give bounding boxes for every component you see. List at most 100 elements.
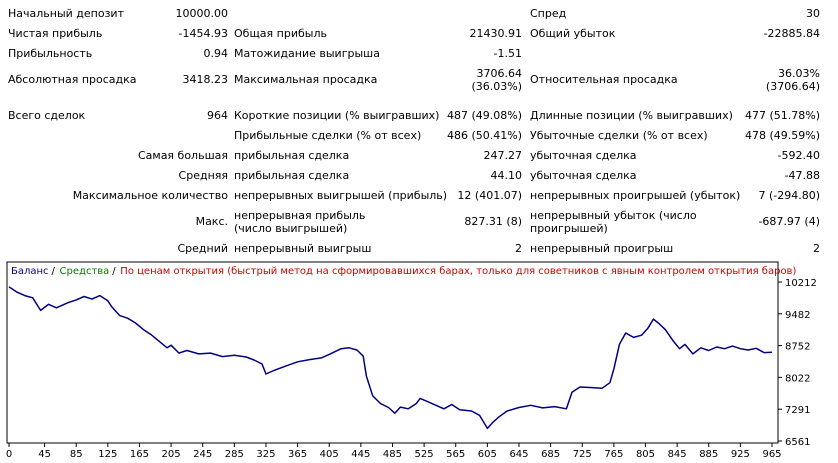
absolute-drawdown-value: 3418.23 — [182, 73, 229, 86]
x-tick-label: 485 — [383, 449, 402, 460]
max-consecutive-profit-value: 827.31 (8) — [464, 215, 522, 228]
x-tick-label: 805 — [636, 449, 655, 460]
balance-chart: Баланс / Средства / По ценам открытия (быстр… — [6, 261, 817, 460]
maximal-drawdown-percent: (36.03%) — [471, 80, 522, 93]
loss-trades-label: Убыточные сделки (% от всех) — [530, 129, 708, 142]
gross-profit-label: Общая прибыль — [234, 27, 327, 40]
long-positions-value: 477 (51.78%) — [744, 109, 820, 122]
loss-trades-value: 478 (49.59%) — [744, 129, 820, 142]
maximal-drawdown-value: 3706.64 — [476, 67, 523, 80]
absolute-drawdown-label: Абсолютная просадка — [8, 73, 137, 86]
max-consecutive-wins-label: непрерывных выигрышей (прибыль) — [234, 189, 448, 202]
max-consecutive-losses-value: 7 (-294.80) — [758, 189, 820, 202]
max-consecutive-amount-label: Макс. — [195, 215, 228, 228]
average-label: Средняя — [178, 169, 228, 182]
x-tick-label: 645 — [509, 449, 528, 460]
largest-loss-value: -592.40 — [777, 149, 820, 162]
chart-plot-area — [6, 261, 779, 444]
x-tick-label: 685 — [541, 449, 560, 460]
expected-payoff-label: Матожидание выигрыша — [234, 47, 380, 60]
profit-trades-label: Прибыльные сделки (% от всех) — [234, 129, 422, 142]
y-tick-label: 8752 — [785, 342, 810, 353]
x-tick-label: 885 — [699, 449, 718, 460]
largest-profit-label: прибыльная сделка — [234, 149, 350, 162]
spread-value: 30 — [806, 7, 820, 20]
legend-separator: / — [112, 266, 116, 277]
x-tick-label: 525 — [415, 449, 434, 460]
largest-profit-value: 247.27 — [483, 149, 523, 162]
average-profit-label: прибыльная сделка — [234, 169, 350, 182]
legend-item: Средства — [60, 266, 110, 277]
x-tick-label: 245 — [193, 449, 212, 460]
avg-consecutive-label: Средний — [177, 242, 228, 255]
x-tick-label: 445 — [351, 449, 370, 460]
profit-trades-value: 486 (50.41%) — [446, 129, 522, 142]
max-consecutive-profit-label: непрерывная прибыль (число выигрышей) — [234, 209, 366, 235]
max-consecutive-label: Максимальное количество — [72, 189, 228, 202]
max-consecutive-loss-label: непрерывный убыток (число проигрышей) — [530, 209, 697, 235]
x-tick-label: 565 — [446, 449, 465, 460]
profit-factor-value: 0.94 — [203, 47, 229, 60]
avg-consecutive-losses-label: непрерывный проигрыш — [530, 242, 674, 255]
profit-factor-label: Прибыльность — [8, 47, 93, 60]
x-tick-label: 365 — [288, 449, 307, 460]
chart-legend: Баланс / Средства / По ценам открытия (быстр… — [11, 266, 796, 277]
y-tick-label: 9482 — [785, 310, 810, 321]
chart-series — [8, 286, 773, 430]
net-profit-label: Чистая прибыль — [8, 27, 103, 40]
balance-line — [8, 286, 773, 430]
legend-separator: / — [52, 266, 56, 277]
maximal-drawdown-label: Максимальная просадка — [234, 73, 378, 86]
avg-consecutive-losses-value: 2 — [813, 242, 820, 255]
y-axis: 10212 9482 8752 8022 7291 6561 — [778, 278, 817, 448]
total-trades-value: 964 — [207, 109, 228, 122]
largest-loss-label: убыточная сделка — [530, 149, 637, 162]
average-loss-value: -47.88 — [784, 169, 820, 182]
relative-drawdown-value: (3706.64) — [765, 80, 820, 93]
relative-drawdown-label: Относительная просадка — [530, 73, 678, 86]
largest-label: Самая большая — [137, 149, 228, 162]
x-tick-label: 45 — [38, 449, 51, 460]
x-tick-label: 965 — [762, 449, 781, 460]
x-tick-label: 405 — [320, 449, 339, 460]
average-profit-value: 44.10 — [490, 169, 523, 182]
legend-item: Баланс — [11, 266, 49, 277]
max-consecutive-losses-label: непрерывных проигрышей (убыток) — [530, 189, 741, 202]
average-loss-label: убыточная сделка — [530, 169, 637, 182]
gross-profit-value: 21430.91 — [469, 27, 523, 40]
short-positions-label: Короткие позиции (% выигравших) — [234, 109, 440, 122]
short-positions-value: 487 (49.08%) — [446, 109, 522, 122]
gross-loss-value: -22885.84 — [763, 27, 820, 40]
initial-deposit-label: Начальный депозит — [8, 7, 124, 20]
net-profit-value: -1454.93 — [178, 27, 228, 40]
y-tick-label: 7291 — [785, 405, 810, 416]
x-tick-label: 0 — [6, 449, 12, 460]
x-tick-label: 125 — [98, 449, 117, 460]
y-tick-label: 8022 — [785, 373, 810, 384]
expected-payoff-value: -1.51 — [493, 47, 522, 60]
x-axis: 0 45 85 125 165 205 245 285 325 365 405 445 485 525 56… — [6, 443, 782, 460]
max-consecutive-wins-value: 12 (401.07) — [457, 189, 522, 202]
x-tick-label: 285 — [225, 449, 244, 460]
y-tick-label: 6561 — [785, 437, 810, 448]
x-tick-label: 765 — [604, 449, 623, 460]
x-tick-label: 205 — [162, 449, 181, 460]
relative-drawdown-percent: 36.03% — [778, 67, 820, 80]
x-tick-label: 85 — [70, 449, 83, 460]
x-tick-label: 725 — [573, 449, 592, 460]
initial-deposit-value: 10000.00 — [175, 7, 229, 20]
total-trades-label: Всего сделок — [8, 109, 86, 122]
avg-consecutive-wins-label: непрерывный выигрыш — [234, 242, 372, 255]
y-tick-label: 10212 — [785, 278, 817, 289]
gross-loss-label: Общий убыток — [530, 27, 616, 40]
x-tick-label: 325 — [256, 449, 275, 460]
x-tick-label: 605 — [478, 449, 497, 460]
x-tick-label: 165 — [130, 449, 149, 460]
spread-label: Спред — [530, 7, 567, 20]
x-tick-label: 845 — [668, 449, 687, 460]
x-tick-label: 925 — [731, 449, 750, 460]
avg-consecutive-wins-value: 2 — [515, 242, 522, 255]
max-consecutive-loss-value: -687.97 (4) — [758, 215, 820, 228]
legend-item: По ценам открытия (быстрый метод на сфор… — [120, 266, 796, 277]
long-positions-label: Длинные позиции (% выигравших) — [530, 109, 733, 122]
